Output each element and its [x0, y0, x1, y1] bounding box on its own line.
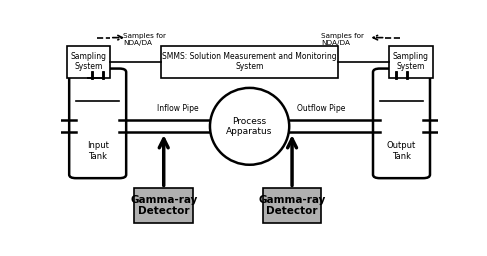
- Bar: [67, 46, 110, 78]
- Text: Outflow Pipe: Outflow Pipe: [297, 104, 345, 113]
- Text: Samples for
NDA/DA: Samples for NDA/DA: [123, 33, 166, 46]
- Text: Samples for
NDA/DA: Samples for NDA/DA: [321, 33, 364, 46]
- Text: Output
Tank: Output Tank: [387, 141, 416, 161]
- Text: Sampling
System: Sampling System: [70, 52, 106, 71]
- Text: SMMS: Solution Measurement and Monitoring
System: SMMS: Solution Measurement and Monitorin…: [162, 52, 337, 71]
- Bar: [389, 46, 432, 78]
- Text: Input
Tank: Input Tank: [87, 141, 109, 161]
- FancyBboxPatch shape: [373, 69, 430, 178]
- Bar: [263, 188, 321, 223]
- Bar: [134, 188, 193, 223]
- FancyBboxPatch shape: [69, 69, 126, 178]
- Ellipse shape: [210, 88, 289, 165]
- Text: Inflow Pipe: Inflow Pipe: [157, 104, 199, 113]
- Text: Sampling
System: Sampling System: [393, 52, 429, 71]
- Text: Process
Apparatus: Process Apparatus: [226, 117, 273, 136]
- Bar: [161, 46, 338, 78]
- Text: Gamma-ray
Detector: Gamma-ray Detector: [130, 195, 197, 217]
- Text: Gamma-ray
Detector: Gamma-ray Detector: [259, 195, 326, 217]
